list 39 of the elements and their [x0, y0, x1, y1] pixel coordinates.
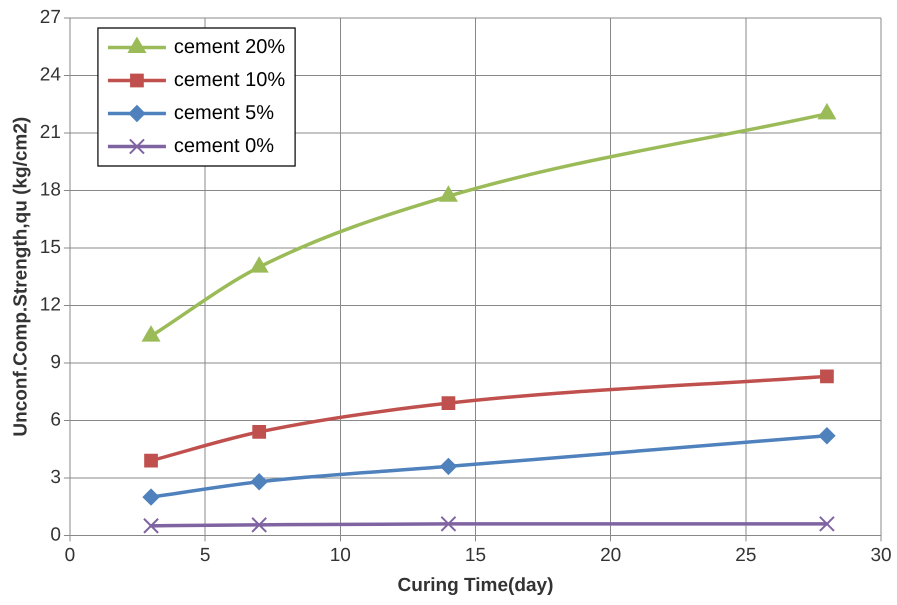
legend-label: cement 0% — [174, 135, 274, 158]
x-tick-label: 5 — [200, 545, 210, 566]
point — [142, 488, 160, 506]
y-tick-label: 0 — [50, 524, 61, 546]
x-tick-label: 0 — [64, 545, 76, 566]
y-tick-label: 15 — [40, 237, 61, 258]
point — [144, 454, 158, 468]
legend-label: cement 20% — [174, 36, 286, 58]
point — [250, 256, 268, 273]
point — [142, 326, 160, 342]
x-tick-label: 25 — [735, 545, 756, 566]
point — [439, 186, 458, 202]
point — [440, 458, 457, 475]
y-tick-label: 6 — [50, 410, 61, 431]
point — [818, 103, 836, 120]
legend-label: cement 10% — [174, 69, 286, 92]
legend-label: cement 5% — [174, 102, 274, 124]
y-tick-label: 12 — [40, 294, 61, 316]
point — [818, 516, 835, 532]
y-tick-label: 3 — [50, 467, 61, 488]
point — [142, 518, 160, 534]
y-tick-label: 21 — [40, 122, 61, 144]
y-axis-title: Unconf.Comp.Strength,qu (kg/cm2) — [10, 116, 32, 437]
x-tick-label: 10 — [330, 545, 351, 566]
point — [440, 516, 457, 532]
x-tick-label: 20 — [600, 545, 622, 566]
point — [251, 516, 268, 533]
x-tick-label: 30 — [870, 545, 892, 566]
x-axis-title: Curing Time(day) — [398, 574, 554, 596]
x-tick-label: 15 — [464, 545, 486, 566]
point — [252, 425, 266, 439]
point — [818, 427, 836, 444]
point — [250, 473, 268, 490]
y-tick-label: 27 — [40, 7, 61, 28]
y-tick-label: 9 — [50, 352, 61, 374]
y-tick-label: 18 — [40, 180, 61, 201]
point — [820, 369, 834, 384]
point — [442, 396, 456, 410]
y-tick-label: 24 — [40, 64, 62, 86]
